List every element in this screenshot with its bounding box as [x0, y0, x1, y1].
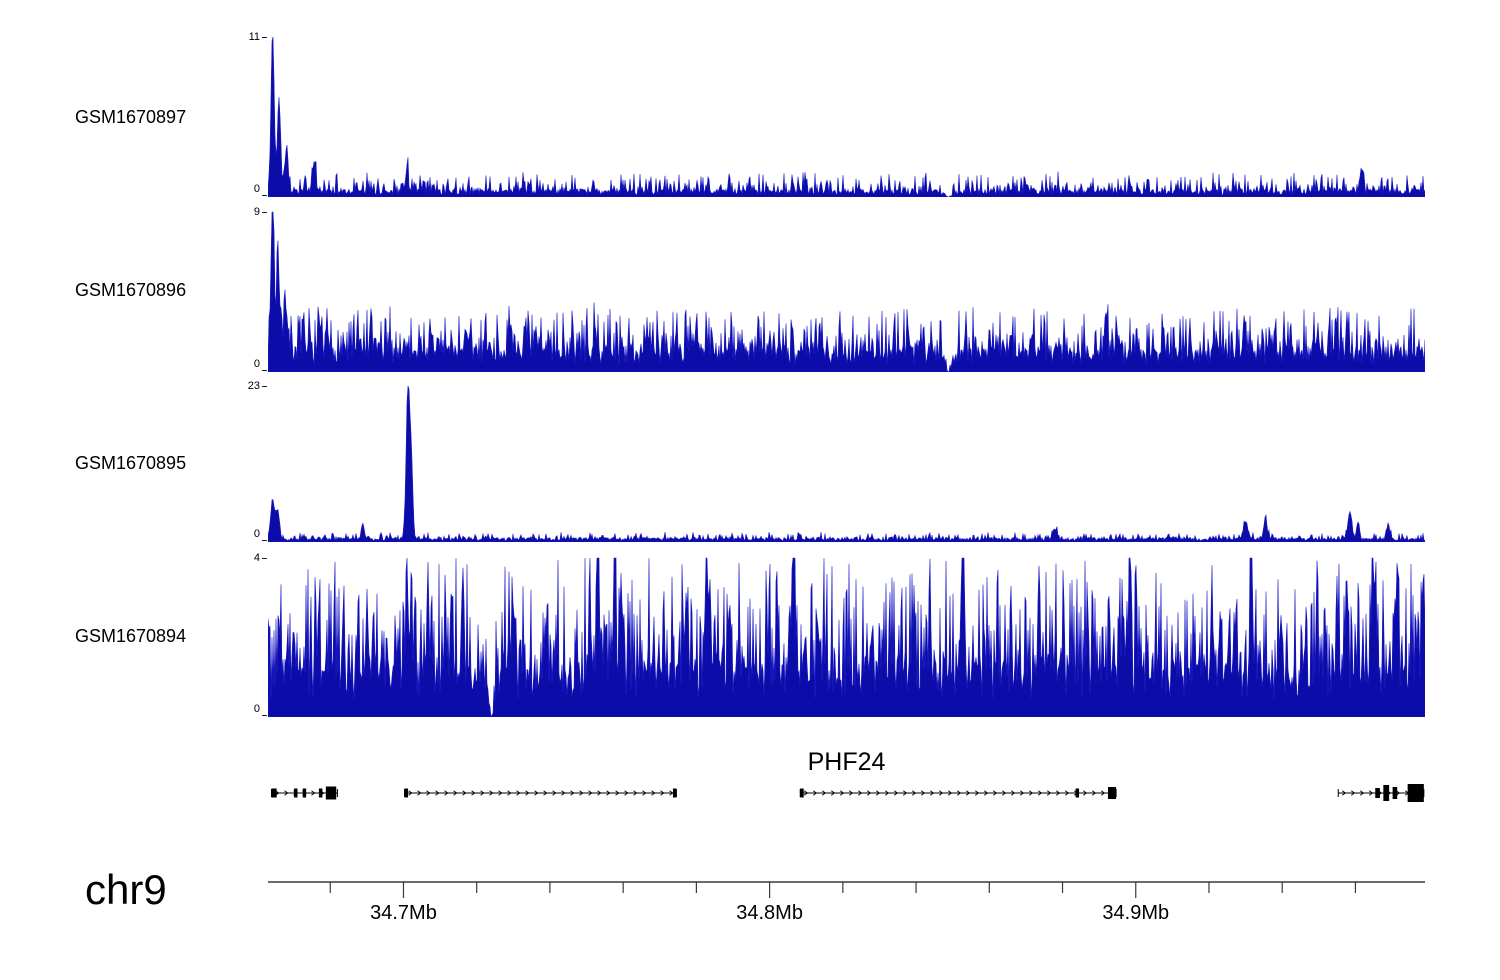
- y-axis-tick: [262, 715, 267, 716]
- y-axis-tick: [262, 37, 267, 38]
- y-axis-tick: [262, 212, 267, 213]
- genome-axis-labels: 34.7Mb 34.8Mb 34.9Mb: [268, 902, 1425, 932]
- y-axis-max-track3: 23: [247, 380, 260, 392]
- y-axis-min-track2: 0: [253, 358, 260, 370]
- y-axis-min-track3: 0: [253, 528, 260, 540]
- gene-model-track: [270, 784, 1425, 802]
- y-axis-tick: [262, 540, 267, 541]
- coverage-track-gsm1670894: [268, 557, 1425, 717]
- coverage-track-gsm1670897: [268, 36, 1425, 197]
- y-axis-min-track4: 0: [253, 703, 260, 715]
- axis-tick-label: 34.8Mb: [736, 902, 803, 924]
- track-label-gsm1670894: GSM1670894: [75, 626, 187, 646]
- track-label-gsm1670896: GSM1670896: [75, 280, 187, 300]
- y-axis-tick: [262, 386, 267, 387]
- axis-tick-label: 34.7Mb: [370, 902, 437, 924]
- gene-name-label: PHF24: [807, 748, 886, 776]
- y-axis-max-track1: 11: [248, 31, 260, 43]
- y-axis-tick: [262, 370, 267, 371]
- track-label-gsm1670895: GSM1670895: [75, 453, 187, 473]
- y-axis-max-track2: 9: [253, 206, 260, 218]
- chromosome-label: chr9: [85, 866, 167, 913]
- genome-axis: [268, 881, 1425, 898]
- coverage-track-gsm1670895: [268, 385, 1425, 542]
- y-axis-tick: [262, 195, 267, 196]
- track-label-gsm1670897: GSM1670897: [75, 107, 187, 127]
- y-axis-max-track4: 4: [253, 552, 260, 564]
- coverage-track-gsm1670896: [268, 211, 1425, 372]
- y-axis-tick: [262, 558, 267, 559]
- axis-tick-label: 34.9Mb: [1102, 902, 1170, 924]
- y-axis-min-track1: 0: [253, 183, 260, 195]
